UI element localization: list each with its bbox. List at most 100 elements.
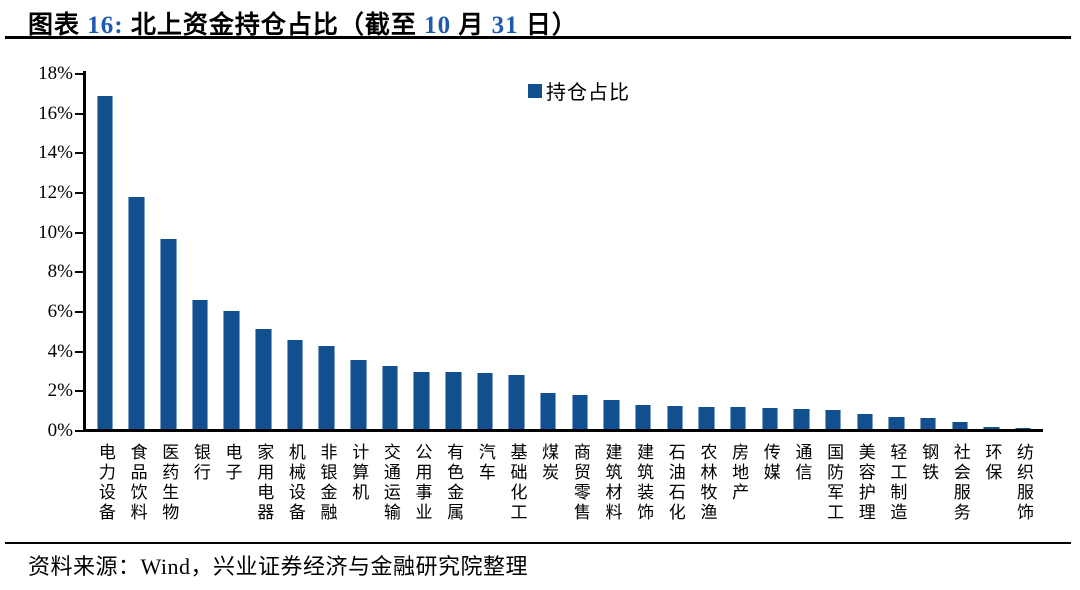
- x-axis-label: 有色金属: [437, 443, 469, 533]
- y-axis-tick: [75, 430, 83, 432]
- legend: 持仓占比: [528, 76, 630, 105]
- x-axis-label: 汽车: [469, 443, 501, 533]
- y-axis-tick: [75, 192, 83, 194]
- x-axis-label: 石油石化: [659, 443, 691, 533]
- legend-swatch: [528, 83, 542, 98]
- bar: [539, 393, 557, 431]
- y-axis-label: 2%: [47, 380, 73, 402]
- x-axis-label: 美容护理: [849, 443, 881, 533]
- x-axis-label-text: 医药生物: [159, 443, 179, 523]
- y-axis-tick: [75, 350, 83, 353]
- y-axis-label: 8%: [47, 261, 73, 283]
- x-axis-label: 机械设备: [279, 443, 311, 533]
- bar: [761, 408, 779, 431]
- bar: [951, 422, 969, 431]
- x-axis-line: [83, 429, 1043, 432]
- bar: [919, 418, 937, 431]
- x-axis-label-text: 食品饮料: [127, 443, 147, 523]
- x-axis-label-text: 石油石化: [665, 443, 685, 523]
- x-axis-label-text: 建筑材料: [602, 443, 622, 523]
- x-axis-label: 传媒: [754, 443, 786, 533]
- x-axis-label-text: 商贸零售: [570, 443, 590, 523]
- x-axis-label-text: 通信: [792, 443, 812, 483]
- y-axis-tick: [75, 231, 83, 234]
- bar: [698, 407, 715, 431]
- x-axis-label: 社会服务: [944, 443, 976, 533]
- bar: [476, 373, 494, 431]
- bar: [571, 395, 589, 431]
- x-axis-label: 食品饮料: [121, 443, 153, 533]
- x-axis-label: 建筑材料: [596, 443, 628, 533]
- title-divider: [5, 36, 1071, 39]
- footer-divider: [5, 542, 1071, 544]
- x-axis-label: 非银金融: [311, 443, 343, 533]
- x-axis-label: 银行: [184, 443, 216, 533]
- x-axis-label-text: 交通运输: [380, 443, 400, 523]
- x-axis-label: 家用电器: [247, 443, 279, 533]
- x-axis-label: 交通运输: [374, 443, 406, 533]
- y-axis-tick: [75, 271, 83, 274]
- y-axis-label: 4%: [47, 340, 73, 362]
- x-axis-label-text: 环保: [982, 443, 1002, 483]
- x-axis-label: 商贸零售: [564, 443, 596, 533]
- figure-title-part: 16:: [87, 12, 124, 39]
- figure-title-part: 月: [451, 12, 492, 39]
- y-axis-label: 0%: [47, 420, 73, 441]
- bar: [856, 414, 874, 431]
- y-axis-label: 6%: [47, 301, 73, 322]
- y-axis-label: 16%: [38, 102, 73, 124]
- y-axis-label: 14%: [38, 142, 73, 164]
- bar: [666, 406, 684, 431]
- x-axis-label-text: 房地产: [729, 443, 749, 503]
- bar: [824, 410, 842, 431]
- x-axis-label-text: 建筑装饰: [634, 443, 654, 523]
- x-axis-label-text: 基础化工: [507, 443, 527, 523]
- figure-title-part: 日）: [518, 12, 578, 39]
- x-axis-label: 计算机: [342, 443, 374, 533]
- bar: [96, 95, 114, 431]
- bar: [160, 238, 177, 431]
- bar: [413, 371, 430, 431]
- bar: [793, 409, 810, 431]
- x-axis-label: 公用事业: [406, 443, 438, 533]
- legend-label: 持仓占比: [546, 82, 630, 104]
- x-axis-label-text: 有色金属: [444, 443, 464, 523]
- x-axis-label-text: 计算机: [349, 443, 369, 503]
- figure-title-part: 31: [491, 12, 519, 39]
- x-axis-label-text: 非银金融: [317, 443, 337, 523]
- x-axis-label: 医药生物: [152, 443, 184, 533]
- x-axis-label: 电力设备: [89, 443, 121, 533]
- bar: [381, 365, 399, 431]
- y-axis-tick: [75, 73, 83, 75]
- x-axis-label: 钢铁: [912, 443, 944, 533]
- bar: [729, 407, 747, 431]
- figure-title: 图表 16: 北上资金持仓占比（截至 10 月 31 日）: [28, 5, 578, 41]
- y-axis-label: 12%: [38, 182, 73, 203]
- x-axis-label: 建筑装饰: [627, 443, 659, 533]
- bar: [286, 339, 304, 431]
- x-axis-label-text: 汽车: [475, 443, 495, 483]
- x-axis-label: 房地产: [722, 443, 754, 533]
- y-axis-tick: [75, 390, 83, 393]
- x-axis-label-text: 公用事业: [412, 443, 432, 523]
- y-axis-line: [83, 71, 86, 432]
- x-axis-label-text: 钢铁: [919, 443, 939, 483]
- figure-title-part: 图表: [28, 12, 88, 39]
- x-axis-label-text: 纺织服饰: [1014, 443, 1034, 523]
- x-axis-label: 轻工制造: [881, 443, 913, 533]
- bar: [350, 359, 367, 431]
- x-axis-label-text: 电力设备: [95, 443, 115, 523]
- x-axis-label-text: 煤炭: [539, 443, 559, 483]
- x-axis-label: 基础化工: [501, 443, 533, 533]
- figure-title-part: 10: [424, 12, 452, 39]
- source-note: 资料来源：Wind，兴业证券经济与金融研究院整理: [28, 554, 528, 579]
- bar: [223, 311, 240, 431]
- x-axis-label-text: 美容护理: [855, 443, 875, 523]
- x-axis-label: 通信: [786, 443, 818, 533]
- bar: [318, 345, 335, 431]
- x-axis-label: 电子: [216, 443, 248, 533]
- y-axis-label: 10%: [38, 221, 73, 243]
- x-axis-label-text: 银行: [190, 443, 210, 483]
- x-axis-label-text: 机械设备: [285, 443, 305, 523]
